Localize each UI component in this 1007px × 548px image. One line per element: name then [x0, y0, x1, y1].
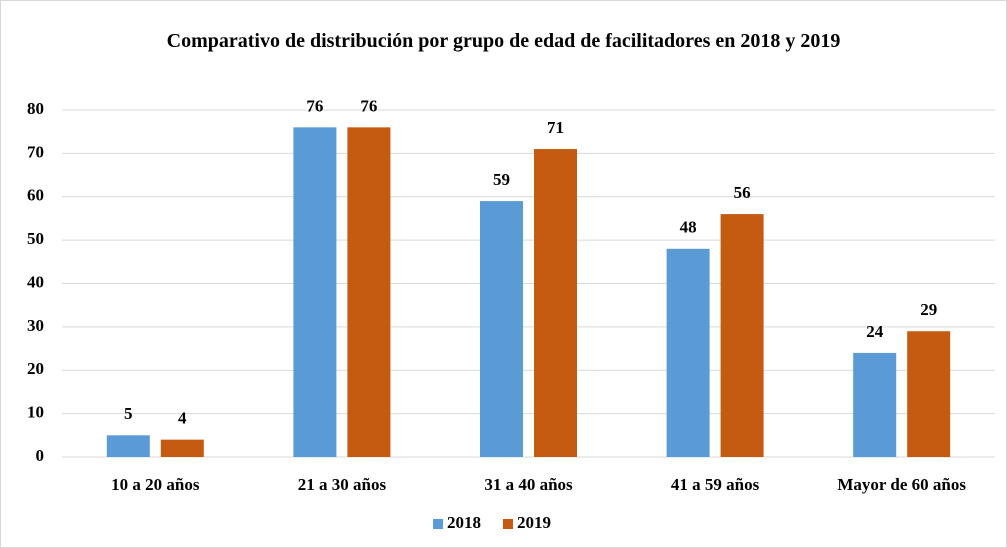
y-tick-label: 40 [27, 272, 44, 291]
x-tick-label: 21 a 30 años [298, 475, 387, 494]
data-label: 48 [680, 218, 697, 237]
data-label: 24 [866, 322, 884, 341]
bar [293, 127, 337, 457]
data-label: 59 [493, 170, 510, 189]
data-label: 56 [734, 183, 751, 202]
bar [534, 149, 577, 457]
chart-title: Comparativo de distribución por grupo de… [166, 30, 841, 52]
data-label: 76 [360, 96, 377, 115]
bar [480, 201, 523, 457]
x-tick-label: 10 a 20 años [111, 475, 200, 494]
data-label: 76 [306, 96, 323, 115]
data-label: 71 [547, 118, 564, 137]
bar [853, 352, 897, 457]
data-label: 5 [124, 404, 133, 423]
x-tick-label: Mayor de 60 años [837, 475, 966, 494]
legend-swatch [433, 519, 443, 529]
bar [907, 331, 951, 457]
bar [666, 248, 710, 457]
y-tick-label: 30 [27, 316, 44, 335]
bar [106, 435, 150, 457]
y-tick-label: 60 [27, 186, 44, 205]
legend-label: 2018 [447, 513, 481, 532]
y-tick-label: 20 [27, 359, 44, 378]
legend-label: 2019 [517, 513, 551, 532]
y-tick-label: 80 [27, 99, 44, 118]
x-tick-label: 31 a 40 años [484, 475, 573, 494]
x-tick-label: 41 a 59 años [671, 475, 760, 494]
y-tick-label: 10 [27, 403, 44, 422]
bar [160, 439, 204, 457]
y-tick-label: 0 [36, 446, 45, 465]
data-label: 4 [178, 409, 187, 428]
legend-swatch [503, 519, 513, 529]
bar [720, 214, 764, 457]
bar [347, 127, 391, 457]
y-tick-label: 70 [27, 142, 44, 161]
data-label: 29 [920, 300, 937, 319]
y-tick-label: 50 [27, 229, 44, 248]
